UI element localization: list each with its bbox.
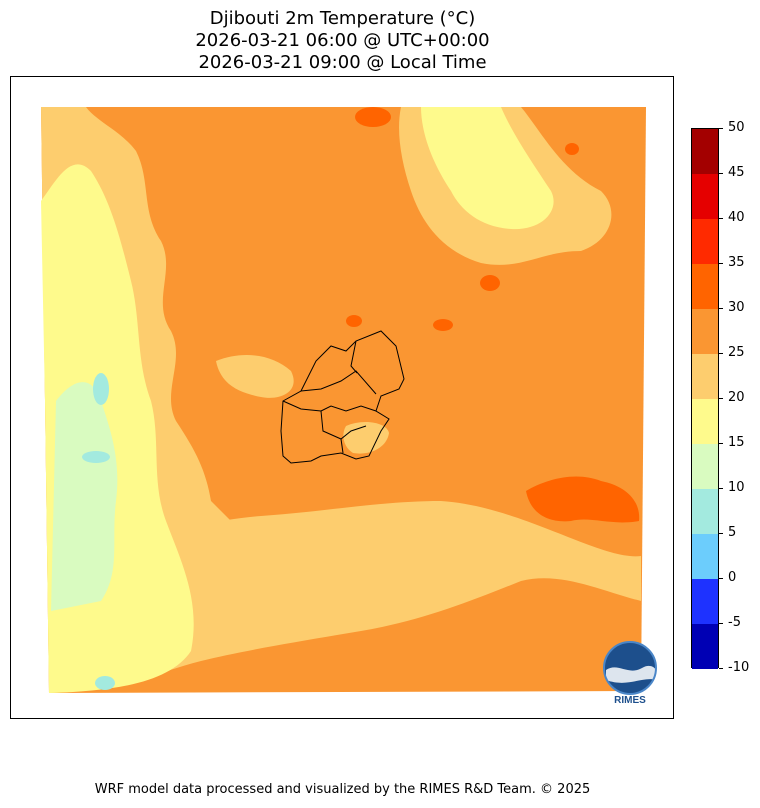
colorbar-tick-label: 45 (728, 165, 745, 180)
colorbar-tick-label: 5 (728, 525, 737, 540)
colorbar-tick (719, 668, 723, 669)
colorbar-segment (692, 129, 718, 174)
colorbar-segment (692, 444, 718, 489)
rimes-logo: RIMES (603, 641, 657, 706)
colorbar-tick-label: 20 (728, 390, 745, 405)
country-borders (280, 330, 405, 464)
zone-30-35-north (355, 107, 391, 127)
colorbar-segment (692, 624, 718, 669)
colorbar-tick (719, 173, 723, 174)
colorbar-tick-label: 15 (728, 435, 745, 450)
colorbar-tick (719, 623, 723, 624)
colorbar-tick-label: 0 (728, 570, 737, 585)
zone-30-35-patch-2 (433, 319, 453, 331)
colorbar-tick (719, 533, 723, 534)
title-line-2: 2026-03-21 06:00 @ UTC+00:00 (195, 30, 490, 51)
footer-credit: WRF model data processed and visualized … (94, 782, 591, 797)
colorbar-tick-label: -10 (728, 660, 750, 675)
colorbar-tick-label: -5 (728, 615, 741, 630)
colorbar-segment (692, 309, 718, 354)
colorbar (691, 128, 719, 669)
zone-15-20-northeast (421, 107, 554, 230)
colorbar-tick-label: 25 (728, 345, 745, 360)
colorbar-segment (692, 354, 718, 399)
map-panel (10, 76, 674, 719)
colorbar-tick (719, 308, 723, 309)
colorbar-tick (719, 398, 723, 399)
colorbar-segment (692, 534, 718, 579)
colorbar-segment (692, 489, 718, 534)
zone-5-10-patch-3 (95, 676, 115, 690)
zone-30-35-patch-3 (346, 315, 362, 327)
zone-5-10-patch-2 (82, 451, 110, 463)
zone-10-15-west (51, 382, 118, 611)
colorbar-tick (719, 218, 723, 219)
colorbar-tick (719, 263, 723, 264)
colorbar-segment (692, 399, 718, 444)
zone-20-25-inland (216, 355, 294, 398)
zone-5-10-patch-1 (93, 373, 109, 405)
colorbar-segment (692, 219, 718, 264)
zone-20-25-south (49, 501, 641, 693)
zone-30-35-patch (480, 275, 500, 291)
colorbar-tick-label: 50 (728, 120, 745, 135)
colorbar-tick (719, 128, 723, 129)
zone-30-35-east (526, 476, 640, 523)
title-line-1: Djibouti 2m Temperature (°C) (209, 8, 476, 29)
svg-text:RIMES: RIMES (614, 695, 646, 706)
zone-30-35-patch-4 (565, 143, 579, 155)
colorbar-tick-label: 10 (728, 480, 745, 495)
colorbar-segment (692, 579, 718, 624)
colorbar-tick (719, 578, 723, 579)
colorbar-tick-label: 30 (728, 300, 745, 315)
colorbar-tick (719, 488, 723, 489)
title-line-3: 2026-03-21 09:00 @ Local Time (198, 52, 487, 73)
colorbar-tick-label: 35 (728, 255, 745, 270)
colorbar-tick-label: 40 (728, 210, 745, 225)
map-title: Djibouti 2m Temperature (°C) 2026-03-21 … (0, 8, 685, 74)
temperature-field (41, 107, 646, 693)
colorbar-segment (692, 174, 718, 219)
colorbar-segment (692, 264, 718, 309)
colorbar-tick (719, 353, 723, 354)
colorbar-tick (719, 443, 723, 444)
